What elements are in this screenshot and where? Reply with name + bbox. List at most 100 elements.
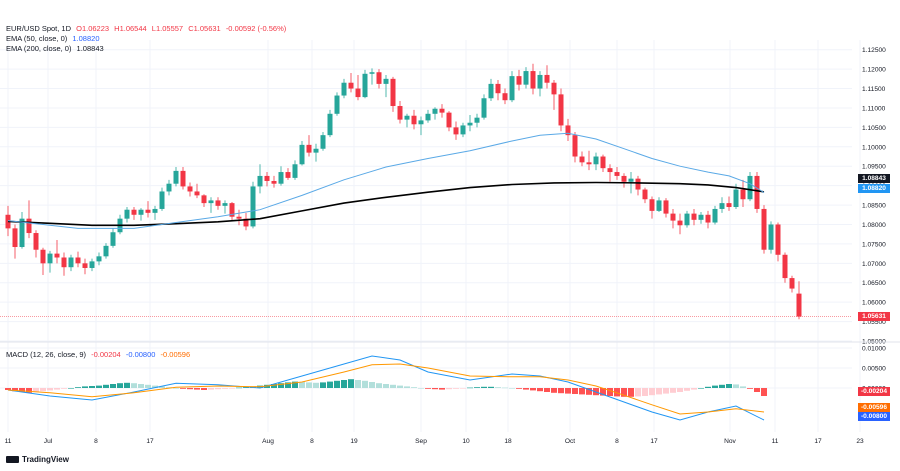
macd-histogram-bar <box>152 385 158 388</box>
candle-body <box>26 218 32 234</box>
macd-histogram-bar <box>635 388 641 397</box>
candle-body <box>327 113 333 136</box>
candle-body <box>593 156 599 165</box>
macd-histogram-bar <box>565 388 571 394</box>
candle-body <box>131 209 137 215</box>
macd-histogram-bar <box>292 381 298 388</box>
candle-body <box>12 228 18 248</box>
candle-body <box>334 95 340 114</box>
candle-body <box>747 175 753 200</box>
candle-body <box>775 224 781 255</box>
macd-histogram-bar <box>663 388 669 394</box>
price-tick-label: 1.10500 <box>862 125 886 132</box>
macd-tick-label: 0.00500 <box>862 366 886 373</box>
macd-histogram-bar <box>656 388 662 395</box>
candle-body <box>173 170 179 184</box>
tradingview-logo[interactable]: TradingView <box>6 455 69 464</box>
candle-body <box>313 148 319 153</box>
price-tick-label: 1.10000 <box>862 144 886 151</box>
date-tick-label: Oct <box>565 438 575 445</box>
candle-body <box>439 108 445 113</box>
candle-body <box>61 257 67 268</box>
candle-body <box>726 203 732 208</box>
candle-body <box>684 213 690 226</box>
legend-ema50-value: 1.08820 <box>72 34 100 43</box>
candle-body <box>460 125 466 135</box>
macd-histogram-bar <box>54 388 60 390</box>
ema50-line <box>7 132 765 229</box>
legend-macd-line: -0.00800 <box>125 350 156 359</box>
macd-histogram-bar <box>432 388 438 390</box>
candle-body <box>292 164 298 178</box>
candle-body <box>82 263 88 268</box>
price-tick-label: 1.12000 <box>862 67 886 74</box>
macd-histogram-bar <box>75 387 81 388</box>
candle-body <box>649 199 655 211</box>
candle-body <box>719 203 725 209</box>
macd-histogram-bar <box>684 388 690 391</box>
macd-histogram-bar <box>649 388 655 396</box>
macd-histogram-bar <box>5 388 11 390</box>
macd-histogram-bar <box>341 380 347 388</box>
macd-histogram-bar <box>495 387 501 388</box>
legend-high: H1.06544 <box>114 24 147 33</box>
macd-histogram-bar <box>481 386 487 388</box>
candle-body <box>208 200 214 204</box>
candle-body <box>404 115 410 120</box>
candle-body <box>453 127 459 135</box>
candle-body <box>425 113 431 121</box>
candle-body <box>33 233 39 250</box>
macd-histogram-bar <box>544 388 550 392</box>
candle-body <box>89 261 95 268</box>
macd-histogram-bar <box>460 388 466 389</box>
candle-body <box>642 189 648 200</box>
date-tick-label: 10 <box>462 438 470 445</box>
macd-histogram-bar <box>579 388 585 395</box>
date-tick-label: 23 <box>856 438 864 445</box>
macd-histogram-bar <box>138 384 144 388</box>
candle-body <box>236 216 242 219</box>
macd-histogram-bar <box>369 382 375 388</box>
macd-histogram-bar <box>698 388 704 389</box>
macd-histogram-bar <box>12 388 18 392</box>
date-tick-label: 17 <box>650 438 658 445</box>
candle-body <box>551 82 557 95</box>
candle-body <box>495 83 501 94</box>
macd-histogram-bar <box>404 386 410 388</box>
macd-histogram-bar <box>33 388 39 392</box>
candle-body <box>656 200 662 211</box>
macd-histogram-bar <box>558 388 564 394</box>
candle-body <box>537 74 543 89</box>
signal-line <box>7 363 765 415</box>
candle-body <box>306 144 312 153</box>
candle-body <box>446 112 452 128</box>
candle-body <box>782 254 788 279</box>
candle-body <box>355 88 361 98</box>
macd-histogram-bar <box>425 388 431 389</box>
price-axis: 1.12500 1.12000 1.11500 1.11000 1.10500 1.100… <box>862 47 886 345</box>
macd-histogram-bar <box>117 383 123 388</box>
macd-histogram-bar <box>397 385 403 388</box>
date-tick-label: 11 <box>5 438 12 445</box>
macd-histogram-bar <box>747 388 753 389</box>
candle-body <box>698 214 704 220</box>
candle-body <box>530 71 536 89</box>
macd-histogram-bar <box>327 381 333 388</box>
candle-body <box>768 224 774 250</box>
legend-ema50-label: EMA (50, close, 0) <box>6 34 68 43</box>
candle-body <box>369 72 375 74</box>
macd-histogram-bar <box>47 388 53 391</box>
candle-body <box>712 208 718 223</box>
macd-hist-tag: -0.00204 <box>858 387 890 396</box>
candle-body <box>152 208 158 213</box>
date-tick-label: 8 <box>94 438 98 445</box>
macd-histogram-bar <box>523 388 529 390</box>
macd-histogram-bar <box>215 388 221 390</box>
tradingview-logo-text: TradingView <box>22 455 69 464</box>
macd-histogram-bar <box>411 387 417 388</box>
macd-histogram-bar <box>278 383 284 388</box>
macd-line <box>7 355 765 421</box>
macd-histogram-bar <box>82 386 88 388</box>
